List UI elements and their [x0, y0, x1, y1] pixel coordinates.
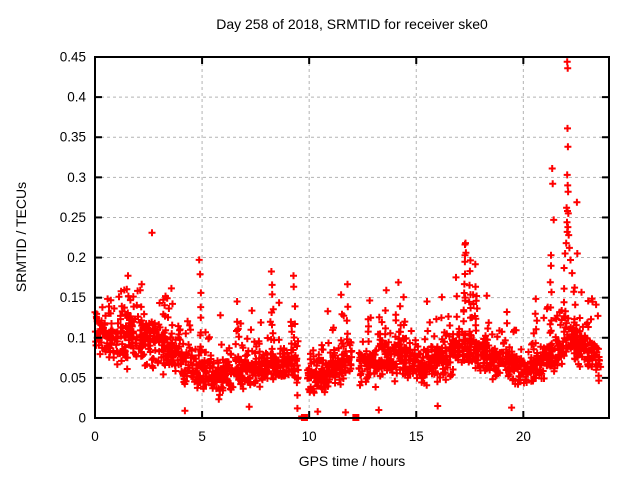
x-tick-label: 10 [302, 429, 317, 444]
y-tick-label: 0.15 [60, 290, 86, 305]
y-tick-label: 0.05 [60, 370, 86, 385]
y-tick-label: 0.1 [67, 330, 86, 345]
x-tick-label: 15 [409, 429, 424, 444]
y-tick-label: 0.45 [60, 50, 86, 65]
y-tick-label: 0.4 [67, 90, 86, 105]
x-tick-label: 20 [516, 429, 531, 444]
tick-marks [94, 56, 609, 419]
y-tick-label: 0.35 [60, 130, 86, 145]
y-tick-label: 0.2 [67, 250, 86, 265]
x-axis-label: GPS time / hours [298, 453, 406, 469]
grid-lines [95, 57, 609, 418]
data-points [91, 58, 605, 416]
x-tick-label: 0 [91, 429, 99, 444]
chart-title: Day 258 of 2018, SRMTID for receiver ske… [216, 16, 488, 32]
axis-border [94, 56, 610, 419]
y-tick-label: 0 [78, 411, 86, 426]
y-tick-label: 0.25 [60, 210, 86, 225]
x-tick-label: 5 [198, 429, 206, 444]
tick-labels: 0 5 10 15 20 0 0.05 0.1 0.15 0.2 0.25 0.3 0.35 0.4 0.4… [60, 50, 531, 445]
y-tick-label: 0.3 [67, 170, 86, 185]
